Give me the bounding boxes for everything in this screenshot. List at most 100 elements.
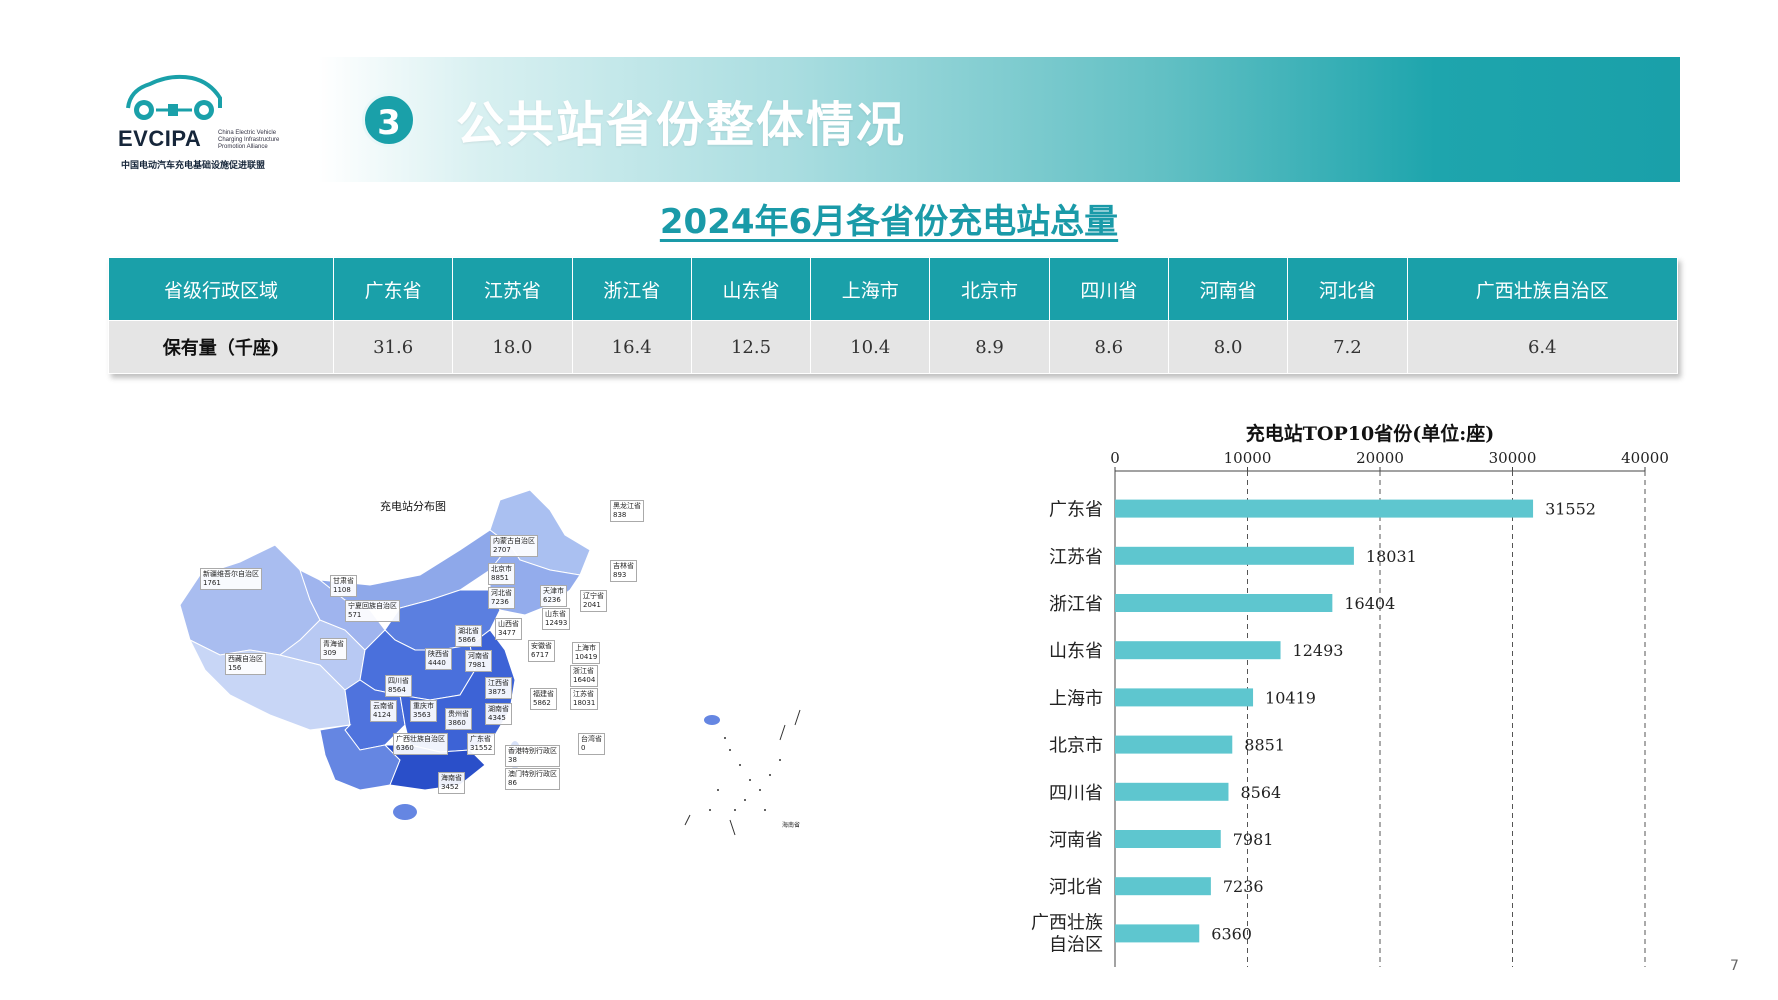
chart-bars bbox=[1115, 499, 1534, 943]
chart-title: 充电站TOP10省份(单位:座) bbox=[1246, 422, 1494, 445]
map-shapes bbox=[179, 490, 801, 836]
table-header-cell: 山东省 bbox=[690, 257, 812, 321]
map-label: 陕西省 4440 bbox=[425, 648, 452, 670]
bar-value-label: 16404 bbox=[1344, 594, 1395, 613]
map-label: 西藏自治区 156 bbox=[225, 653, 266, 675]
bar bbox=[1115, 782, 1229, 801]
map-label: 天津市 6236 bbox=[540, 585, 567, 607]
map-label: 山东省 12493 bbox=[542, 608, 571, 630]
bar bbox=[1115, 830, 1221, 848]
map-label: 四川省 8564 bbox=[385, 675, 412, 697]
chart-ticks: 0 10000 20000 30000 40000 bbox=[1110, 449, 1669, 471]
bar bbox=[1115, 546, 1354, 565]
section-banner: 3 公共站省份整体情况 bbox=[318, 57, 1680, 182]
map-label: 吉林省 893 bbox=[610, 560, 637, 582]
inset-label: 海南省 bbox=[782, 822, 801, 829]
bar bbox=[1115, 877, 1211, 896]
bar-value-label: 8564 bbox=[1240, 783, 1281, 802]
table-value-cell: 18.0 bbox=[452, 320, 573, 374]
map-label: 澳门特别行政区 86 bbox=[505, 768, 560, 790]
map-label: 台湾省 0 bbox=[578, 733, 605, 755]
category-label: 四川省 bbox=[1049, 783, 1103, 804]
category-label: 江苏省 bbox=[1049, 547, 1103, 568]
category-label: 河南省 bbox=[1049, 830, 1103, 851]
section-number-badge: 3 bbox=[362, 93, 416, 147]
category-label: 北京市 bbox=[1049, 736, 1103, 757]
x-tick-label: 10000 bbox=[1224, 449, 1272, 467]
x-tick-label: 0 bbox=[1110, 449, 1120, 467]
table-header-cell: 浙江省 bbox=[571, 257, 692, 321]
table-value-cell: 6.4 bbox=[1406, 320, 1679, 374]
table-row-label: 保有量（千座) bbox=[108, 320, 334, 374]
x-tick-label: 30000 bbox=[1489, 449, 1537, 467]
map-label: 上海市 10419 bbox=[572, 642, 601, 664]
table-header-label: 省级行政区域 bbox=[108, 257, 334, 321]
table-header-cell: 四川省 bbox=[1048, 257, 1169, 321]
table-value-cell: 10.4 bbox=[810, 320, 931, 374]
bar bbox=[1115, 641, 1281, 660]
table-header-cell: 北京市 bbox=[929, 257, 1050, 321]
bar-value-label: 31552 bbox=[1545, 500, 1596, 519]
logo-english: China Electric Vehicle Charging Infrastr… bbox=[218, 130, 280, 150]
category-label: 广西壮族自治区 bbox=[1031, 912, 1103, 955]
category-label: 上海市 bbox=[1049, 688, 1103, 709]
map-label: 江西省 3875 bbox=[485, 677, 512, 699]
category-label: 广东省 bbox=[1049, 500, 1103, 521]
bar bbox=[1115, 688, 1254, 707]
table-header-cell: 广西壮族自治区 bbox=[1406, 257, 1679, 321]
map-label: 广东省 31552 bbox=[467, 733, 496, 755]
map-label: 内蒙古自治区 2707 bbox=[490, 535, 538, 557]
table-header-row: 省级行政区域 广东省 江苏省 浙江省 山东省 上海市 北京市 四川省 河南省 河… bbox=[108, 257, 1679, 321]
map-label: 贵州省 3860 bbox=[445, 708, 472, 730]
logo-name: EVCIPA bbox=[118, 126, 202, 151]
map-title: 充电站分布图 bbox=[380, 500, 446, 513]
table-value-cell: 31.6 bbox=[332, 320, 454, 374]
china-map: 充电站分布图 bbox=[170, 490, 910, 960]
bar bbox=[1115, 594, 1333, 612]
x-tick-label: 20000 bbox=[1356, 449, 1404, 467]
top10-bar-chart: 充电站TOP10省份(单位:座) 0 10000 20000 30000 40000 广… bbox=[1031, 422, 1669, 967]
map-label: 宁夏回族自治区 571 bbox=[345, 600, 400, 622]
map-label: 重庆市 3563 bbox=[410, 700, 437, 722]
bar-value-label: 12493 bbox=[1293, 641, 1344, 660]
x-tick-label: 40000 bbox=[1621, 449, 1669, 467]
map-label: 江苏省 18031 bbox=[570, 688, 599, 710]
map-label: 云南省 4124 bbox=[370, 700, 397, 722]
map-label: 福建省 5862 bbox=[530, 688, 557, 710]
bar bbox=[1115, 735, 1233, 754]
page-number: 7 bbox=[1730, 958, 1739, 974]
bar bbox=[1115, 924, 1200, 943]
table-value-row: 保有量（千座) 31.6 18.0 16.4 12.5 10.4 8.9 8.6… bbox=[108, 320, 1679, 374]
map-label: 海南省 3452 bbox=[438, 772, 465, 794]
bar bbox=[1115, 499, 1534, 518]
map-label: 安徽省 6717 bbox=[528, 640, 555, 662]
summary-table: 省级行政区域 广东省 江苏省 浙江省 山东省 上海市 北京市 四川省 河南省 河… bbox=[108, 257, 1679, 374]
map-label: 山西省 3477 bbox=[495, 618, 522, 640]
table-header-cell: 河北省 bbox=[1287, 257, 1408, 321]
map-label: 黑龙江省 838 bbox=[610, 500, 644, 522]
table-value-cell: 8.9 bbox=[929, 320, 1050, 374]
car-plug-icon bbox=[126, 74, 222, 120]
bar-value-label: 6360 bbox=[1211, 924, 1252, 943]
map-label: 辽宁省 2041 bbox=[580, 590, 607, 612]
table-value-cell: 12.5 bbox=[690, 320, 812, 374]
bar-value-label: 7981 bbox=[1233, 830, 1274, 849]
section-title: 公共站省份整体情况 bbox=[456, 97, 907, 153]
table-header-cell: 河南省 bbox=[1167, 257, 1289, 321]
category-label: 河北省 bbox=[1049, 877, 1103, 898]
evcipa-logo: EVCIPA China Electric Vehicle Charging I… bbox=[118, 68, 288, 178]
bar-value-label: 18031 bbox=[1366, 547, 1417, 566]
map-label: 北京市 8851 bbox=[488, 563, 515, 585]
bar-value-label: 8851 bbox=[1244, 736, 1285, 755]
map-label: 湖北省 5866 bbox=[455, 625, 482, 647]
table-value-cell: 7.2 bbox=[1287, 320, 1408, 374]
table-header-cell: 广东省 bbox=[332, 257, 454, 321]
table-header-cell: 上海市 bbox=[810, 257, 931, 321]
map-label: 广西壮族自治区 6360 bbox=[393, 733, 448, 755]
table-header-cell: 江苏省 bbox=[452, 257, 573, 321]
logo-chinese: 中国电动汽车充电基础设施促进联盟 bbox=[121, 161, 266, 171]
map-label: 河南省 7981 bbox=[465, 650, 492, 672]
map-label: 河北省 7236 bbox=[488, 587, 515, 609]
table-value-cell: 8.6 bbox=[1048, 320, 1169, 374]
